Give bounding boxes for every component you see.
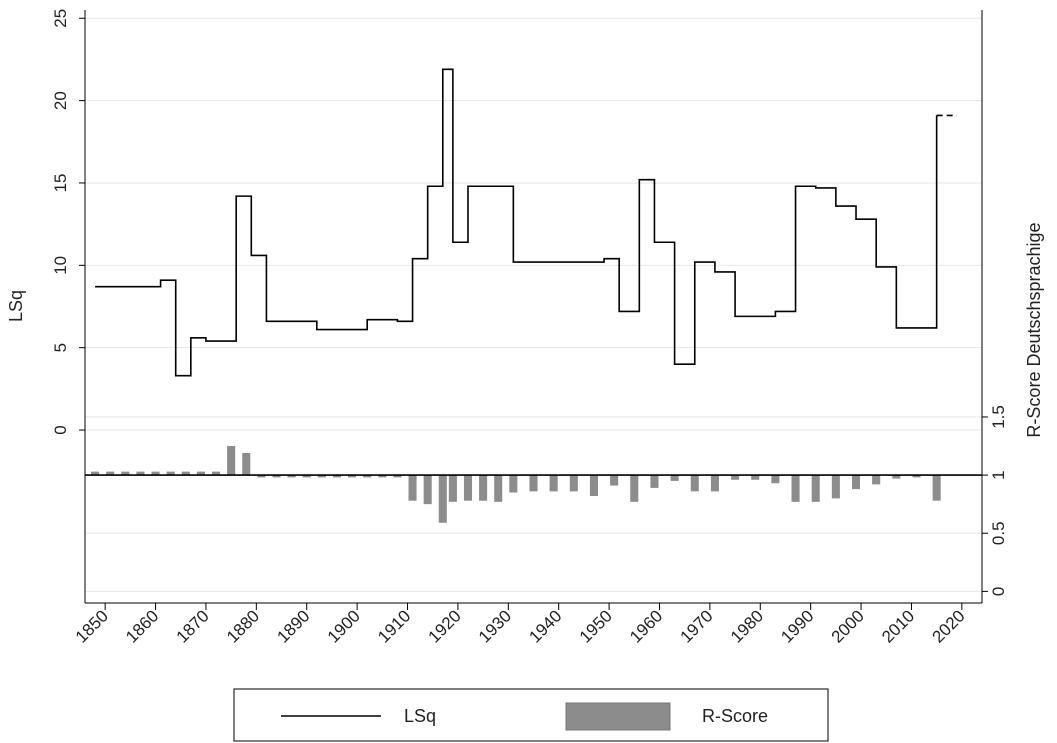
rscore-bar-2011: [912, 475, 921, 478]
right-tick-label-0.5: 0.5: [989, 521, 1008, 545]
x-tick-label-1850: 1850: [72, 606, 112, 646]
rscore-bar-1899: [348, 475, 357, 478]
x-tick-label-1910: 1910: [374, 606, 414, 646]
rscore-bar-1884: [272, 475, 281, 478]
rscore-bar-1939: [549, 475, 558, 492]
rscore-bar-1854: [121, 471, 130, 476]
legend: LSq R-Score: [233, 688, 829, 742]
rscore-bar-1931: [509, 475, 518, 493]
x-tick-label-1950: 1950: [576, 606, 616, 646]
rscore-bar-1902: [363, 475, 372, 478]
rscore-bar-2015: [932, 475, 941, 501]
rscore-bar-1905: [378, 475, 387, 478]
legend-swatch-rscore: [565, 702, 671, 731]
rscore-bar-1983: [771, 475, 780, 484]
rscore-bar-1928: [494, 475, 503, 502]
x-tick-label-1880: 1880: [223, 606, 263, 646]
x-tick-label-2000: 2000: [828, 606, 868, 646]
right-tick-label-1.5: 1.5: [989, 405, 1008, 429]
rscore-bar-1908: [393, 475, 402, 478]
legend-label-lsq: LSq: [404, 706, 436, 726]
rscore-bar-1975: [731, 475, 740, 480]
rscore-bar-1979: [751, 475, 760, 480]
rscore-bar-1866: [181, 471, 190, 476]
rscore-bar-1896: [332, 475, 341, 478]
rscore-bar-1951: [610, 475, 619, 486]
right-tick-label-1: 1: [989, 470, 1008, 479]
x-tick-label-1970: 1970: [677, 606, 717, 646]
rscore-bar-1863: [166, 471, 175, 476]
rscore-bar-1917: [438, 475, 447, 523]
x-tick-label-1930: 1930: [475, 606, 515, 646]
x-tick-label-1860: 1860: [122, 606, 162, 646]
rscore-bar-1959: [650, 475, 659, 488]
rscore-bar-1999: [851, 475, 861, 490]
lsq-path: [95, 68, 938, 377]
left-tick-label-5: 5: [51, 343, 70, 352]
rscore-bar-1943: [569, 475, 578, 492]
x-tick-label-2010: 2010: [878, 606, 918, 646]
rscore-bar-1848: [91, 471, 100, 476]
x-tick-label-1960: 1960: [626, 606, 666, 646]
rscore-bar-1967: [690, 475, 699, 492]
rscore-bar-1947: [589, 475, 599, 497]
rscore-bar-1860: [151, 471, 160, 476]
rscore-bar-1890: [302, 475, 311, 478]
rscore-bar-2007: [892, 475, 901, 479]
rscore-bar-1911: [408, 475, 417, 501]
right-axis-title: R-Score Deutschsprachige: [1024, 222, 1044, 437]
x-tick-label-1870: 1870: [173, 606, 213, 646]
x-tick-label-1920: 1920: [425, 606, 465, 646]
rscore-bar-1963: [670, 475, 679, 481]
legend-box: [233, 688, 829, 742]
rscore-bar-1887: [287, 475, 296, 478]
rscore-bar-1875: [227, 446, 236, 476]
x-tick-label-1990: 1990: [777, 606, 817, 646]
rscore-bar-1991: [811, 475, 820, 502]
rscore-bar-2003: [872, 475, 881, 485]
rscore-bar-1919: [448, 475, 457, 502]
axes: 0 5 10 15 20 25 0 0.5 1 1.5 LSq R-Score Deutschspra…: [6, 9, 1044, 647]
x-tick-label-1940: 1940: [525, 606, 565, 646]
x-tick-label-1980: 1980: [727, 606, 767, 646]
right-tick-label-0: 0: [989, 587, 1008, 596]
rscore-bar-1922: [463, 475, 473, 501]
rscore-bar-1914: [423, 475, 432, 505]
rscore-bar-1857: [136, 471, 145, 476]
left-tick-label-10: 10: [51, 256, 70, 275]
grid: [85, 17, 982, 592]
rscore-bar-1872: [211, 471, 221, 476]
x-tick-label-2020: 2020: [928, 606, 968, 646]
rscore-bar-1955: [630, 475, 639, 502]
rscore-bar-1925: [479, 475, 488, 501]
rscore-bar-1851: [106, 471, 115, 476]
rscore-bar-1878: [242, 453, 251, 476]
rscore-bar-1881: [257, 475, 266, 478]
rscore-bar-1869: [196, 471, 205, 476]
left-tick-label-25: 25: [51, 9, 70, 28]
left-tick-label-15: 15: [51, 173, 70, 192]
x-tick-label-1890: 1890: [273, 606, 313, 646]
rscore-bar-1935: [529, 475, 538, 492]
lsq-line: [95, 68, 957, 377]
rscore-bars: [85, 446, 982, 523]
left-tick-label-0: 0: [51, 425, 70, 434]
rscore-bar-1971: [710, 475, 719, 492]
left-axis-title: LSq: [6, 290, 26, 322]
left-tick-label-20: 20: [51, 91, 70, 110]
rscore-bar-1995: [831, 475, 840, 499]
rscore-bar-1987: [791, 475, 800, 502]
legend-label-rscore: R-Score: [702, 706, 768, 726]
rscore-bar-1893: [317, 475, 326, 478]
x-tick-label-1900: 1900: [324, 606, 364, 646]
